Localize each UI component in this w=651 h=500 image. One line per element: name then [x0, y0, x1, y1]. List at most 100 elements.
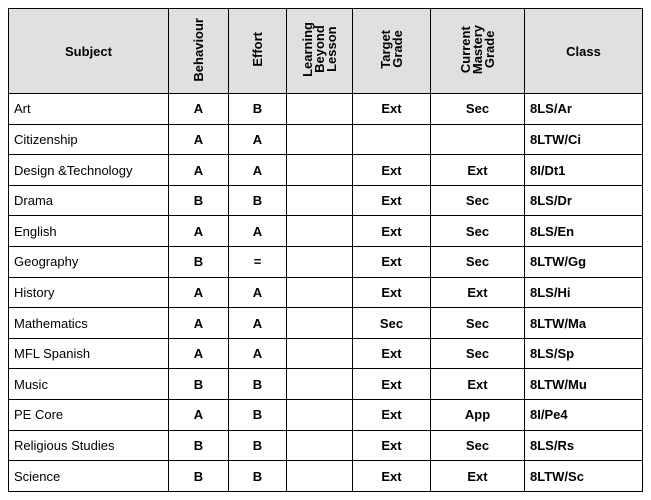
header-effort: Effort: [228, 8, 287, 94]
cell-effort: B: [228, 93, 287, 125]
cell-current-mastery-grade: Sec: [430, 215, 525, 248]
cell-target-grade: Ext: [352, 93, 431, 125]
table-row: Drama B B Ext Sec 8LS/Dr: [8, 184, 643, 217]
cell-learning-beyond-lesson: [286, 368, 353, 401]
cell-learning-beyond-lesson: [286, 215, 353, 248]
table-row: PE Core A B Ext App 8I/Pe4: [8, 399, 643, 431]
cell-class: 8LS/Ar: [524, 93, 643, 125]
cell-target-grade: Ext: [352, 429, 431, 462]
header-behaviour-label: Behaviour: [190, 17, 206, 82]
cell-subject: Mathematics: [8, 307, 169, 339]
table-row: Citizenship A A 8LTW/Ci: [8, 123, 643, 156]
cell-behaviour: A: [168, 123, 229, 156]
cell-class: 8LS/Rs: [524, 429, 643, 462]
cell-current-mastery-grade: Sec: [430, 429, 525, 462]
cell-behaviour: A: [168, 93, 229, 125]
cell-subject: Citizenship: [8, 123, 169, 156]
header-current-mastery-grade: Current Mastery Grade: [430, 8, 525, 94]
cell-current-mastery-grade: Sec: [430, 307, 525, 339]
cell-target-grade: Sec: [352, 307, 431, 339]
cell-target-grade: Ext: [352, 184, 431, 217]
report-table: Subject Behaviour Effort Learning Beyond…: [8, 8, 643, 492]
cell-current-mastery-grade: Sec: [430, 93, 525, 125]
table-row: English A A Ext Sec 8LS/En: [8, 215, 643, 248]
cell-class: 8LTW/Ma: [524, 307, 643, 339]
cell-target-grade: Ext: [352, 215, 431, 248]
cell-current-mastery-grade: Ext: [430, 154, 525, 186]
cell-current-mastery-grade: Sec: [430, 184, 525, 217]
table-row: MFL Spanish A A Ext Sec 8LS/Sp: [8, 337, 643, 370]
cell-class: 8I/Dt1: [524, 154, 643, 186]
header-behaviour: Behaviour: [168, 8, 229, 94]
cell-current-mastery-grade: Sec: [430, 246, 525, 278]
cell-effort: B: [228, 429, 287, 462]
cell-current-mastery-grade: Sec: [430, 337, 525, 370]
cell-subject: Design &Technology: [8, 154, 169, 186]
cell-target-grade: Ext: [352, 246, 431, 278]
header-row: Subject Behaviour Effort Learning Beyond…: [8, 8, 643, 94]
cell-current-mastery-grade: [430, 123, 525, 156]
cell-subject: Science: [8, 460, 169, 492]
cell-current-mastery-grade: Ext: [430, 368, 525, 401]
cell-learning-beyond-lesson: [286, 246, 353, 278]
cell-behaviour: B: [168, 246, 229, 278]
cell-subject: Music: [8, 368, 169, 401]
cell-class: 8LTW/Ci: [524, 123, 643, 156]
cell-target-grade: Ext: [352, 154, 431, 186]
cell-behaviour: B: [168, 368, 229, 401]
cell-effort: A: [228, 123, 287, 156]
cell-subject: PE Core: [8, 399, 169, 431]
cell-target-grade: Ext: [352, 399, 431, 431]
cell-target-grade: Ext: [352, 337, 431, 370]
cell-learning-beyond-lesson: [286, 307, 353, 339]
header-target-grade: Target Grade: [352, 8, 431, 94]
table-header: Subject Behaviour Effort Learning Beyond…: [8, 8, 643, 94]
table-row: History A A Ext Ext 8LS/Hi: [8, 276, 643, 309]
cell-behaviour: B: [168, 184, 229, 217]
cell-learning-beyond-lesson: [286, 460, 353, 492]
cell-class: 8I/Pe4: [524, 399, 643, 431]
cell-current-mastery-grade: Ext: [430, 276, 525, 309]
cell-current-mastery-grade: App: [430, 399, 525, 431]
cell-subject: History: [8, 276, 169, 309]
table-row: Music B B Ext Ext 8LTW/Mu: [8, 368, 643, 401]
header-effort-label: Effort: [249, 32, 265, 67]
cell-current-mastery-grade: Ext: [430, 460, 525, 492]
cell-learning-beyond-lesson: [286, 123, 353, 156]
cell-behaviour: A: [168, 337, 229, 370]
cell-learning-beyond-lesson: [286, 276, 353, 309]
cell-class: 8LTW/Sc: [524, 460, 643, 492]
cell-subject: English: [8, 215, 169, 248]
cell-effort: B: [228, 460, 287, 492]
cell-target-grade: Ext: [352, 368, 431, 401]
cell-effort: A: [228, 215, 287, 248]
cell-subject: Religious Studies: [8, 429, 169, 462]
cell-effort: =: [228, 246, 287, 278]
cell-learning-beyond-lesson: [286, 154, 353, 186]
cell-target-grade: Ext: [352, 276, 431, 309]
cell-behaviour: A: [168, 399, 229, 431]
cell-effort: A: [228, 154, 287, 186]
cell-class: 8LTW/Mu: [524, 368, 643, 401]
cell-class: 8LS/Dr: [524, 184, 643, 217]
cell-effort: A: [228, 337, 287, 370]
cell-class: 8LS/Hi: [524, 276, 643, 309]
cell-behaviour: A: [168, 154, 229, 186]
table-body: Art A B Ext Sec 8LS/Ar Citizenship A A 8LTW/Ci Des…: [8, 93, 643, 492]
cell-learning-beyond-lesson: [286, 429, 353, 462]
table-row: Mathematics A A Sec Sec 8LTW/Ma: [8, 307, 643, 339]
header-current-label: Current Mastery Grade: [457, 24, 497, 75]
table-row: Geography B = Ext Sec 8LTW/Gg: [8, 246, 643, 278]
cell-effort: B: [228, 399, 287, 431]
header-class: Class: [524, 8, 643, 94]
table-row: Religious Studies B B Ext Sec 8LS/Rs: [8, 429, 643, 462]
cell-learning-beyond-lesson: [286, 93, 353, 125]
cell-effort: A: [228, 307, 287, 339]
header-target-label: Target Grade: [377, 30, 405, 69]
cell-behaviour: B: [168, 429, 229, 462]
cell-behaviour: B: [168, 460, 229, 492]
cell-effort: B: [228, 368, 287, 401]
cell-learning-beyond-lesson: [286, 337, 353, 370]
header-learning-beyond-lesson: Learning Beyond Lesson: [286, 8, 353, 94]
cell-learning-beyond-lesson: [286, 184, 353, 217]
